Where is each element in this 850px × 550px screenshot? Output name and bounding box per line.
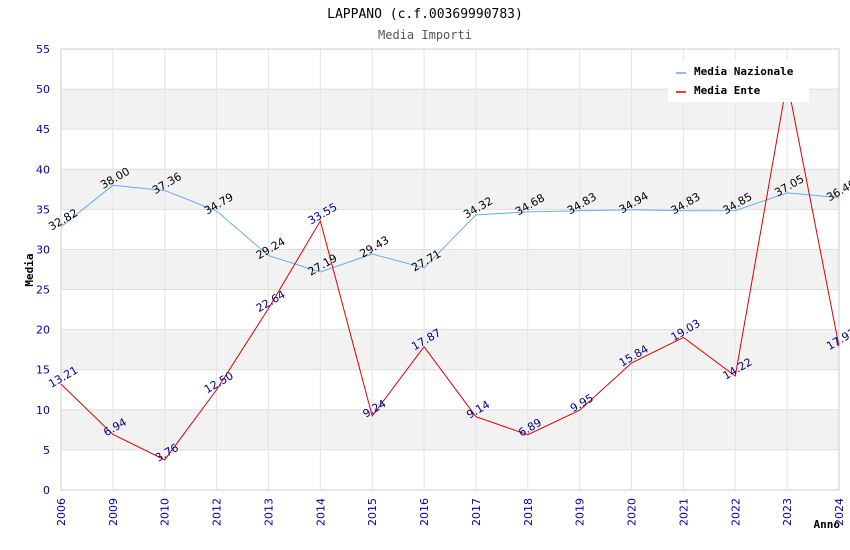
y-tick-label: 50 <box>36 83 50 96</box>
x-axis-title: Anno <box>814 518 841 531</box>
x-tick-label: 2012 <box>211 498 224 526</box>
x-tick-label: 2006 <box>55 498 68 526</box>
x-tick-label: 2009 <box>107 498 120 526</box>
plot-band <box>61 249 839 290</box>
series-line-0 <box>60 184 840 273</box>
y-tick-label: 0 <box>43 484 50 497</box>
plot-bands <box>61 89 839 450</box>
data-label: 22.64 <box>254 288 288 315</box>
legend-box <box>668 60 809 102</box>
grid-lines <box>60 48 840 491</box>
plot-frame <box>60 48 840 491</box>
data-label: 32.82 <box>46 206 80 233</box>
x-tick-label: 2017 <box>470 498 483 526</box>
y-axis-ticks: 0 5 10 15 20 25 30 35 40 45 50 55 <box>36 43 50 497</box>
series-line-1 <box>60 80 840 461</box>
y-tick-label: 15 <box>36 364 50 377</box>
x-tick-label: 2014 <box>314 498 327 526</box>
x-tick-label: 2024 <box>833 498 846 526</box>
y-tick-label: 25 <box>36 284 50 297</box>
y-tick-label: 20 <box>36 324 50 337</box>
legend: Media Nazionale Media Ente <box>668 60 809 102</box>
y-tick-label: 5 <box>43 444 50 457</box>
x-tick-label: 2023 <box>781 498 794 526</box>
legend-label-media-ente: Media Ente <box>694 84 761 97</box>
x-tick-label: 2021 <box>677 498 690 526</box>
chart-title: LAPPANO (c.f.00369990783) <box>327 7 523 22</box>
y-tick-label: 40 <box>36 163 50 176</box>
x-tick-label: 2019 <box>574 498 587 526</box>
x-tick-label: 2015 <box>366 498 379 526</box>
x-tick-label: 2013 <box>262 498 275 526</box>
legend-label-media-nazionale: Media Nazionale <box>694 65 794 78</box>
x-tick-label: 2018 <box>522 498 535 526</box>
data-label: 12.50 <box>202 369 236 396</box>
plot-band <box>61 329 839 370</box>
plot-band <box>61 169 839 210</box>
x-tick-label: 2016 <box>418 498 431 526</box>
y-tick-label: 35 <box>36 203 50 216</box>
x-axis-ticks: 2006 2009 2010 2012 2013 2014 2015 2016 2017 2018… <box>55 498 846 526</box>
series-lines <box>60 80 840 461</box>
plot-band <box>61 409 839 450</box>
y-tick-label: 10 <box>36 404 50 417</box>
x-tick-label: 2010 <box>159 498 172 526</box>
y-tick-label: 30 <box>36 243 50 256</box>
y-tick-label: 55 <box>36 43 50 56</box>
x-tick-label: 2020 <box>626 498 639 526</box>
y-tick-label: 45 <box>36 123 50 136</box>
chart-subtitle: Media Importi <box>378 28 472 42</box>
y-axis-title: Media <box>23 253 36 286</box>
x-tick-label: 2022 <box>729 498 742 526</box>
